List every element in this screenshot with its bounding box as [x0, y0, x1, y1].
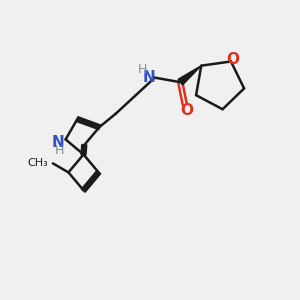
Text: H: H: [54, 144, 64, 157]
Text: N: N: [143, 70, 156, 85]
Text: CH₃: CH₃: [28, 158, 48, 168]
Text: O: O: [226, 52, 239, 68]
Text: N: N: [52, 135, 64, 150]
Text: H: H: [137, 63, 147, 76]
Polygon shape: [178, 66, 201, 85]
Text: O: O: [180, 103, 193, 118]
